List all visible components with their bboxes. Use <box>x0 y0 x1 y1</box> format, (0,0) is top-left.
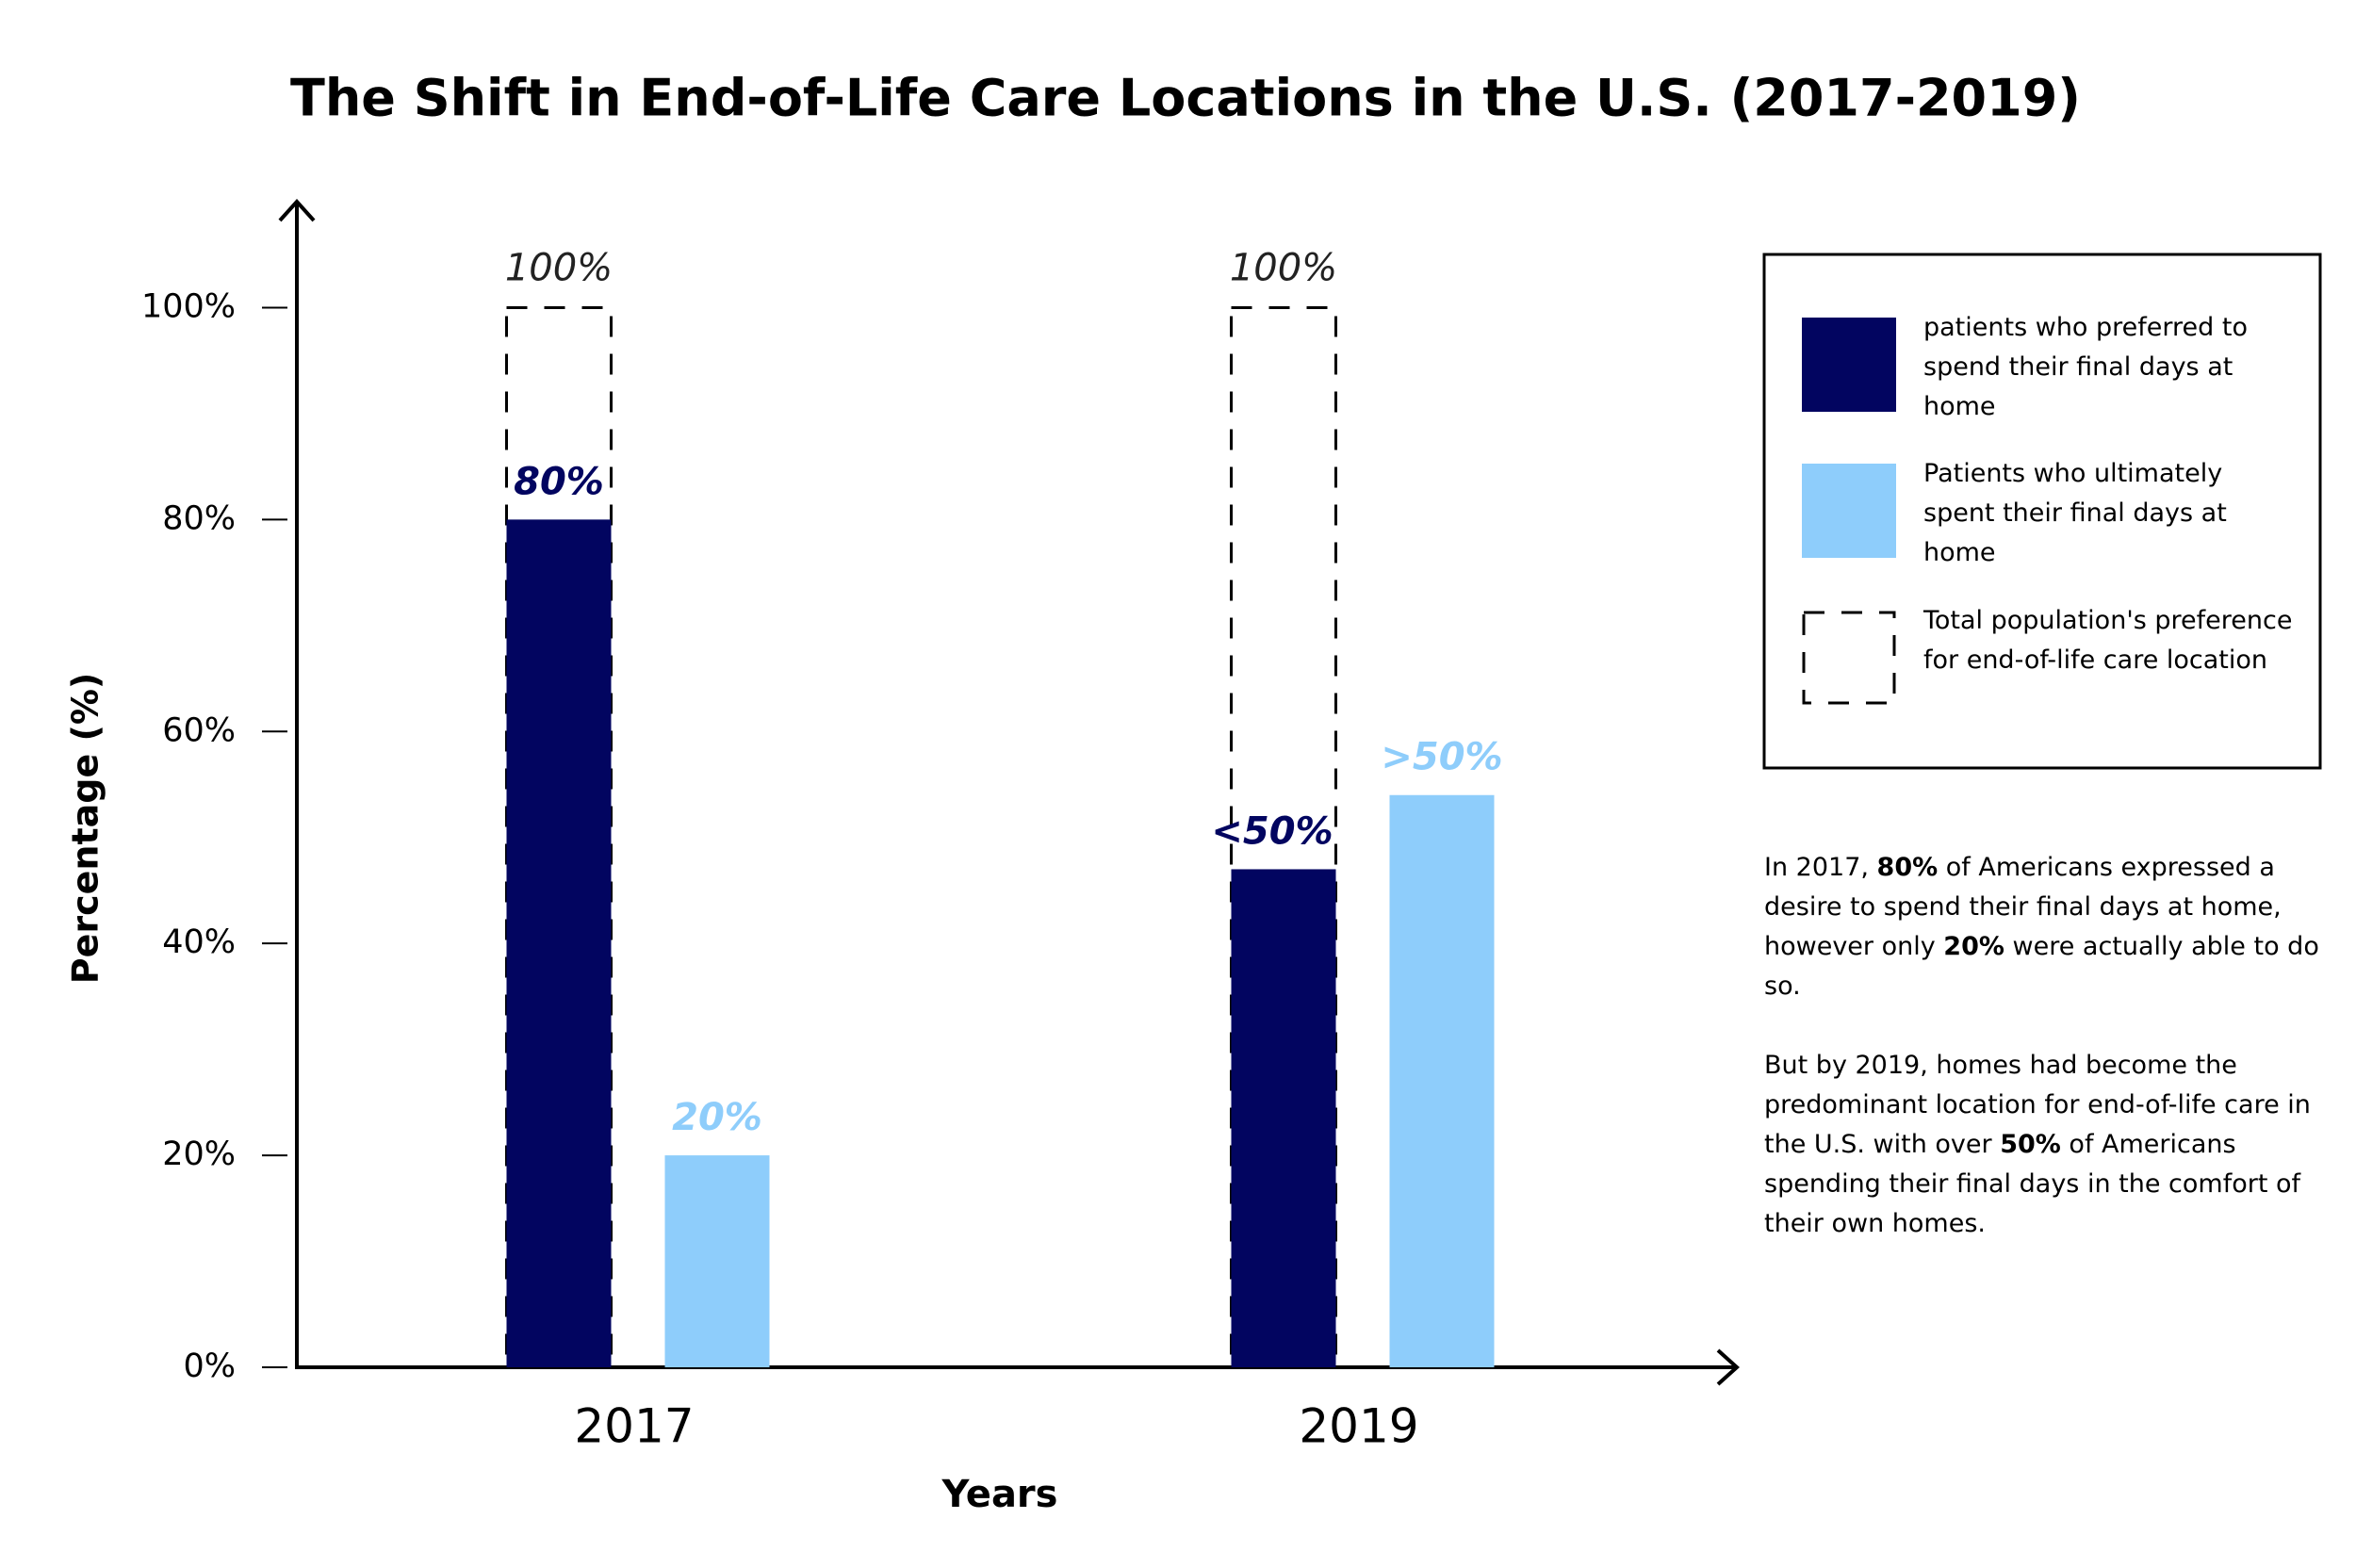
y-tick-label: 100% <box>141 287 236 325</box>
x-tick-label: 2019 <box>1299 1399 1418 1454</box>
annotation-text: But by 2019, homes had become the predom… <box>1764 1051 2311 1159</box>
y-tick-label: 0% <box>183 1348 236 1385</box>
legend-swatch <box>1802 318 1896 412</box>
y-tick-label: 80% <box>162 499 236 537</box>
annotation-text: 80% <box>1876 853 1939 882</box>
chart-title: The Shift in End-of-Life Care Locations … <box>290 69 2081 128</box>
annotation-text: of Americans expressed a desire to spend… <box>1764 853 2282 961</box>
y-tick-label: 60% <box>162 711 236 749</box>
legend-label: Total population's preference for end-of… <box>1923 606 2293 675</box>
value-label: 20% <box>672 1096 762 1139</box>
annotation: In 2017, 80% of Americans expressed a de… <box>1764 848 2339 1283</box>
x-axis-arrow <box>1716 1348 1740 1386</box>
bar <box>1231 869 1336 1367</box>
y-axis-label: Percentage (%) <box>65 673 106 985</box>
y-axis-arrow <box>278 199 316 222</box>
legend-swatch <box>1802 611 1896 705</box>
legend-swatch <box>1802 464 1896 558</box>
annotation-text: of Americans spending their final days i… <box>1764 1130 2301 1238</box>
bar <box>506 519 612 1367</box>
bar <box>664 1155 770 1367</box>
legend-label: Patients who ultimately spent their fina… <box>1923 459 2227 567</box>
x-axis-label: Years <box>941 1473 1058 1516</box>
annotation-text: 20% <box>1943 932 2004 961</box>
annotation-paragraph: But by 2019, homes had become the predom… <box>1764 1046 2339 1244</box>
bar <box>1389 794 1495 1367</box>
annotation-text: In 2017, <box>1764 853 1877 882</box>
y-tick-label: 40% <box>162 923 236 961</box>
x-tick-label: 2017 <box>574 1399 694 1454</box>
value-label: 80% <box>514 460 604 503</box>
y-tick-label: 20% <box>162 1135 236 1173</box>
legend-label: patients who preferred to spend their fi… <box>1923 313 2248 421</box>
legend-box <box>1762 253 2322 770</box>
annotation-text: 50% <box>2000 1130 2061 1159</box>
value-label: <50% <box>1211 809 1333 853</box>
annotation-text: were actually able to do so. <box>1764 932 2319 1001</box>
value-label: >50% <box>1381 736 1502 779</box>
value-label: 100% <box>505 246 613 289</box>
value-label: 100% <box>1230 246 1337 289</box>
annotation-paragraph: In 2017, 80% of Americans expressed a de… <box>1764 848 2339 1006</box>
